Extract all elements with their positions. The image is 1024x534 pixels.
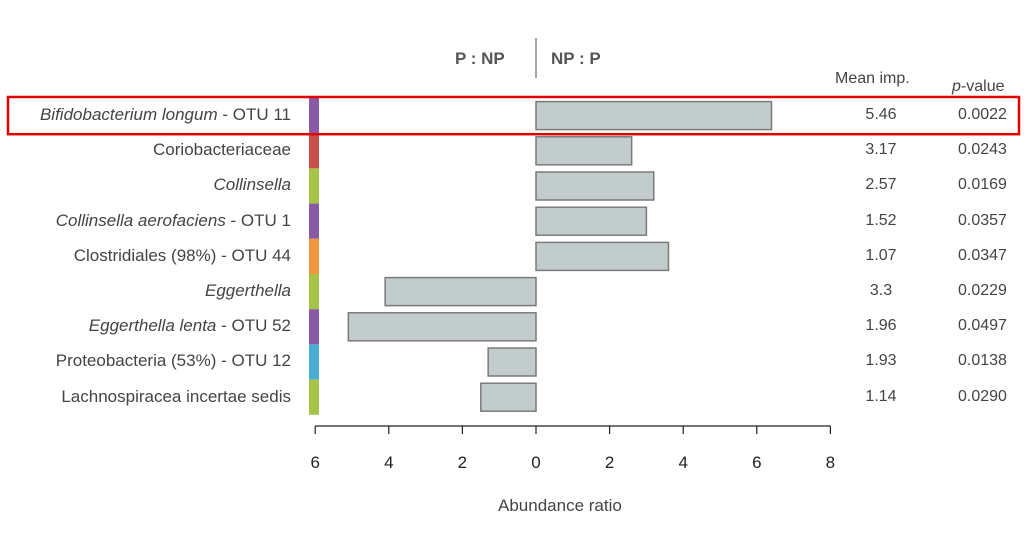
mean-importance-value: 1.96	[865, 317, 897, 335]
taxon-name-italic: Eggerthella	[204, 281, 291, 300]
bar	[535, 206, 648, 236]
column-header-p-value: p-value	[952, 78, 1004, 96]
value-suffix: -value	[960, 78, 1005, 95]
taxon-name-text: Clostridiales (98%) - OTU 44	[73, 245, 291, 265]
mean-importance-value: 2.57	[865, 176, 897, 194]
p-value: 0.0290	[958, 387, 1007, 405]
taxon-label: Collinsella	[214, 175, 291, 195]
p-value: 0.0347	[958, 246, 1007, 264]
header-np-p: NP : P	[551, 49, 601, 68]
p-value: 0.0497	[958, 317, 1007, 335]
taxon-label: Bifidobacterium longum - OTU 11	[40, 105, 291, 125]
p-value: 0.0138	[958, 352, 1007, 370]
taxon-name-italic: Bifidobacterium longum	[39, 105, 218, 124]
taxon-name-italic: Collinsella	[213, 175, 291, 195]
x-tick-label: 2	[605, 453, 614, 472]
mean-importance-value: 3.17	[865, 141, 897, 159]
taxon-color-strip	[309, 98, 319, 134]
bar	[487, 347, 537, 377]
mean-importance-value: 1.93	[865, 352, 897, 370]
x-tick-label: 8	[826, 453, 835, 472]
mean-importance-value: 5.46	[865, 106, 897, 123]
p-value: 0.0229	[958, 282, 1007, 299]
taxon-name-italic: Eggerthella lenta	[88, 316, 217, 336]
bar	[480, 382, 537, 412]
taxon-label: Lachnospiracea incertae sedis	[61, 387, 291, 407]
taxon-name-text: Coriobacteriaceae	[153, 140, 291, 160]
x-tick-label: 6	[752, 453, 761, 472]
taxon-label: Eggerthella lenta - OTU 52	[89, 316, 291, 336]
bar	[535, 241, 670, 272]
taxon-label: Coriobacteriaceae	[153, 140, 291, 160]
mean-importance-value: 1.52	[865, 211, 897, 229]
bar	[384, 276, 537, 307]
taxon-color-strip	[309, 379, 319, 415]
p-value: 0.0243	[958, 141, 1007, 159]
mean-importance-value: 3.3	[869, 282, 893, 299]
highlight-box	[6, 95, 1021, 136]
column-header-mean-imp: Mean imp.	[835, 70, 910, 87]
mean-importance-value: 1.07	[865, 246, 897, 264]
taxon-name-text: Lachnospiracea incertae sedis	[61, 386, 291, 406]
x-axis-label: Abundance ratio	[498, 496, 622, 515]
x-tick-label: 2	[458, 453, 467, 472]
taxon-color-strip	[309, 238, 319, 274]
taxon-name-text: - OTU 1	[225, 210, 291, 230]
bar	[347, 312, 537, 342]
taxon-label: Collinsella aerofaciens - OTU 1	[56, 211, 291, 231]
x-tick-label: 0	[531, 453, 540, 472]
taxon-color-strip	[309, 274, 319, 310]
taxon-name-text: - OTU 52	[216, 316, 291, 336]
bar	[535, 100, 773, 131]
taxon-color-strip	[309, 309, 319, 345]
x-tick-label: 4	[384, 453, 393, 472]
p-value: 0.0357	[958, 211, 1007, 229]
p-letter: p	[952, 78, 961, 95]
bar	[535, 136, 633, 166]
taxon-color-strip	[309, 203, 319, 239]
taxon-label: Clostridiales (98%) - OTU 44	[74, 246, 291, 266]
taxon-label: Eggerthella	[205, 281, 291, 301]
taxon-name-text: - OTU 11	[217, 105, 291, 124]
header-p-np: P : NP	[455, 49, 505, 68]
taxon-label: Proteobacteria (53%) - OTU 12	[56, 351, 291, 371]
taxon-color-strip	[309, 344, 319, 380]
bar	[535, 171, 655, 201]
p-value: 0.0169	[958, 176, 1007, 194]
x-tick-label: 6	[310, 453, 319, 472]
taxon-color-strip	[309, 133, 319, 169]
mean-importance-value: 1.14	[865, 387, 897, 405]
taxon-name-italic: Collinsella aerofaciens	[55, 210, 226, 230]
p-value: 0.0022	[958, 106, 1007, 123]
taxon-color-strip	[309, 168, 319, 204]
taxon-name-text: Proteobacteria (53%) - OTU 12	[55, 351, 291, 371]
x-tick-label: 4	[678, 453, 687, 472]
